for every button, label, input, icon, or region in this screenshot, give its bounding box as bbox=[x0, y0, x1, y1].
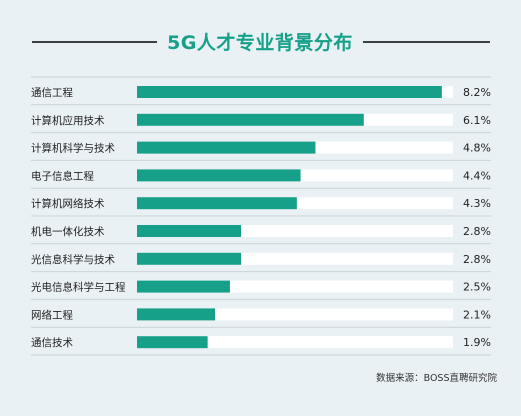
bar bbox=[137, 252, 242, 265]
value-label: 6.1% bbox=[463, 114, 491, 127]
value-label: 2.5% bbox=[463, 281, 491, 294]
bar bbox=[137, 280, 230, 293]
value-label: 8.2% bbox=[463, 86, 491, 99]
bar bbox=[137, 197, 297, 210]
value-label: 1.9% bbox=[463, 336, 491, 349]
bar bbox=[137, 336, 208, 349]
category-label: 通信技术 bbox=[31, 336, 73, 349]
title-rule-left bbox=[32, 41, 157, 43]
bar-track bbox=[137, 308, 453, 321]
bar bbox=[137, 308, 216, 321]
category-label: 光电信息科学与工程 bbox=[31, 281, 126, 294]
bar-track bbox=[137, 252, 453, 265]
value-label: 4.3% bbox=[463, 197, 491, 210]
bar-track bbox=[137, 336, 453, 349]
category-label: 电子信息工程 bbox=[31, 169, 94, 182]
category-label: 计算机网络技术 bbox=[31, 197, 105, 210]
bar bbox=[137, 86, 442, 98]
value-label: 4.4% bbox=[463, 169, 491, 182]
category-label: 计算机应用技术 bbox=[31, 114, 105, 127]
title-rule-right bbox=[363, 41, 490, 43]
category-label: 计算机科学与技术 bbox=[31, 142, 115, 155]
source-note: 数据来源：BOSS直聘研究院 bbox=[376, 373, 497, 384]
bar bbox=[137, 169, 301, 182]
bar bbox=[137, 141, 316, 154]
category-label: 通信工程 bbox=[31, 87, 73, 99]
bar bbox=[137, 225, 242, 237]
bar bbox=[137, 113, 364, 126]
value-label: 4.8% bbox=[463, 142, 491, 155]
category-label: 网络工程 bbox=[31, 308, 73, 321]
category-label: 机电一体化技术 bbox=[31, 225, 105, 238]
value-label: 2.8% bbox=[463, 253, 491, 266]
value-label: 2.1% bbox=[463, 308, 491, 321]
category-label: 光信息科学与技术 bbox=[31, 253, 115, 266]
chart-title: 5G人才专业背景分布 bbox=[167, 32, 353, 54]
value-label: 2.8% bbox=[463, 225, 491, 238]
